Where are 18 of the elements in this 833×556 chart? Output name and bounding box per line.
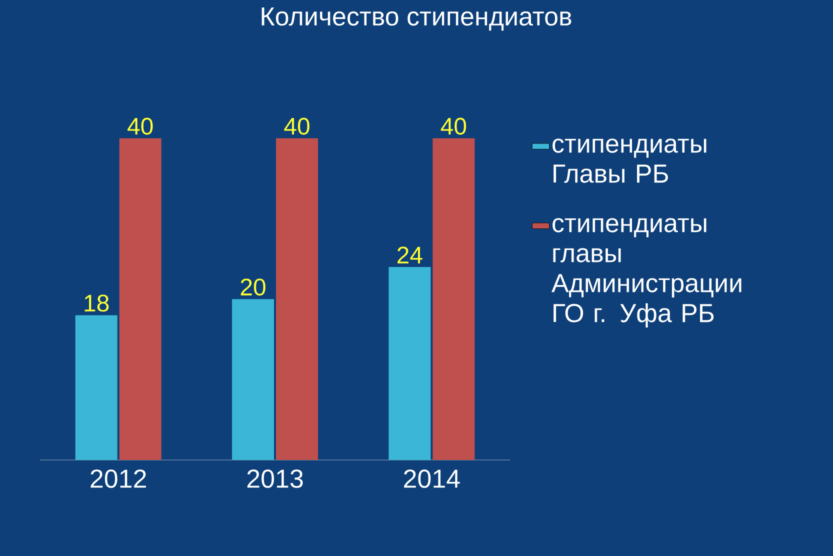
- bar: [119, 138, 162, 460]
- bar: [388, 266, 431, 460]
- data-label: 40: [284, 118, 310, 135]
- data-label: 40: [128, 118, 153, 135]
- legend-label: стипендиаты Главы РБ: [552, 138, 706, 183]
- data-label: 20: [240, 278, 266, 296]
- x-tick-label: 2013: [247, 470, 303, 488]
- x-tick-label: 2012: [90, 470, 146, 488]
- bar: [75, 315, 118, 460]
- legend-label: стипендиаты главы Администрации ГО г. Уфа РБ: [552, 218, 742, 328]
- x-tick-label: 2014: [404, 470, 460, 488]
- chart-title: Количество стипендиатов: [262, 8, 572, 31]
- data-label: 24: [398, 246, 422, 264]
- data-label: 18: [84, 294, 109, 312]
- data-label: 40: [440, 118, 466, 135]
- bar: [276, 138, 318, 460]
- bar: [432, 138, 475, 460]
- bar: [232, 299, 274, 460]
